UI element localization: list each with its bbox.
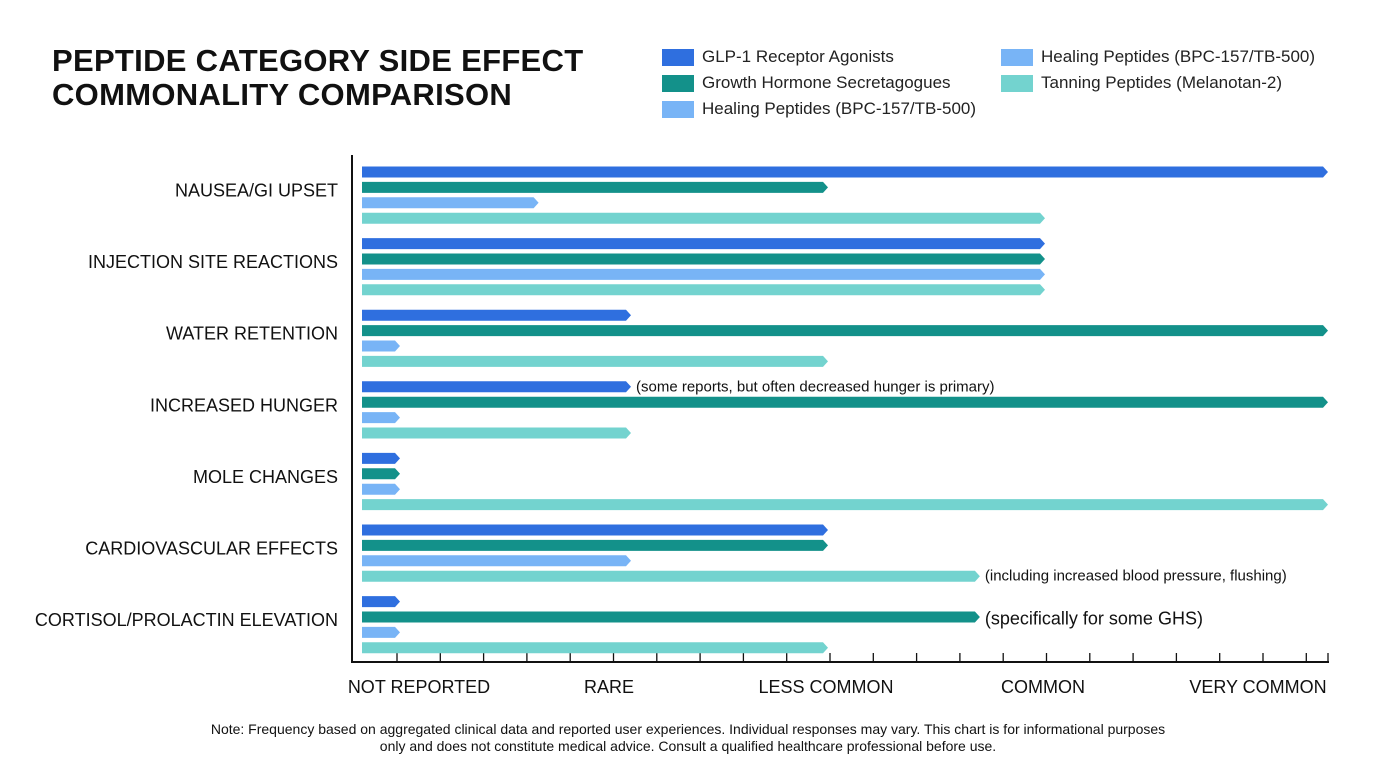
bar	[362, 355, 828, 367]
bar	[362, 284, 1045, 296]
legend-swatch	[1001, 48, 1033, 66]
bar	[362, 197, 539, 209]
bar	[362, 381, 631, 393]
bar	[362, 309, 631, 321]
bar	[362, 452, 400, 464]
bar	[362, 412, 400, 424]
x-tick-label: VERY COMMON	[1189, 677, 1326, 697]
bar	[362, 499, 1328, 511]
bar	[362, 212, 1045, 224]
bar	[362, 340, 400, 352]
chart-title: PEPTIDE CATEGORY SIDE EFFECT COMMONALITY…	[52, 44, 583, 112]
bar-annotation: (some reports, but often decreased hunge…	[636, 378, 995, 395]
legend-item-healing: Healing Peptides (BPC-157/TB-500)	[662, 99, 976, 119]
bar	[362, 483, 400, 495]
legend-swatch	[662, 100, 694, 118]
legend-item-tanning: Tanning Peptides (Melanotan-2)	[1001, 73, 1282, 93]
legend-swatch	[662, 74, 694, 92]
legend-swatch	[1001, 74, 1033, 92]
footnote: Note: Frequency based on aggregated clin…	[0, 721, 1376, 755]
bar	[362, 611, 980, 623]
legend-item-ghs: Growth Hormone Secretagogues	[662, 73, 951, 93]
title-line-2: COMMONALITY COMPARISON	[52, 77, 513, 112]
legend-label: Healing Peptides (BPC-157/TB-500)	[1041, 47, 1316, 66]
x-tick-label: RARE	[584, 677, 634, 697]
bar	[362, 325, 1328, 337]
bar-annotation: (specifically for some GHS)	[985, 609, 1203, 629]
bar	[362, 468, 400, 480]
legend-item-healing-2: Healing Peptides (BPC-157/TB-500)	[1001, 47, 1315, 67]
legend-swatch	[662, 48, 694, 66]
bar	[362, 238, 1045, 250]
bar	[362, 555, 631, 567]
bar	[362, 626, 400, 638]
legend-label: Growth Hormone Secretagogues	[702, 73, 951, 92]
category-label: INJECTION SITE REACTIONS	[88, 252, 338, 272]
legend-label: Healing Peptides (BPC-157/TB-500)	[702, 99, 977, 118]
bar	[362, 570, 980, 582]
category-label: WATER RETENTION	[166, 324, 338, 344]
bar	[362, 524, 828, 536]
legend-label: GLP-1 Receptor Agonists	[702, 47, 894, 66]
category-label: MOLE CHANGES	[193, 467, 338, 487]
category-label: CARDIOVASCULAR EFFECTS	[85, 539, 338, 559]
legend-item-glp1: GLP-1 Receptor Agonists	[662, 47, 894, 67]
bar	[362, 253, 1045, 265]
footnote-line-2: only and does not constitute medical adv…	[379, 738, 997, 754]
bar	[362, 166, 1328, 178]
bar	[362, 596, 400, 608]
x-tick-label: NOT REPORTED	[348, 677, 490, 697]
title-line-1: PEPTIDE CATEGORY SIDE EFFECT	[52, 43, 584, 78]
category-label: INCREASED HUNGER	[150, 395, 338, 415]
legend-label: Tanning Peptides (Melanotan-2)	[1041, 73, 1282, 92]
footnote-line-1: Note: Frequency based on aggregated clin…	[210, 721, 1166, 737]
bar	[362, 642, 828, 654]
x-tick-label: COMMON	[1001, 677, 1085, 697]
bar	[362, 181, 828, 193]
bar	[362, 427, 631, 439]
bar	[362, 539, 828, 551]
bar	[362, 268, 1045, 280]
bar	[362, 396, 1328, 408]
category-label: NAUSEA/GI UPSET	[175, 181, 338, 201]
x-tick-label: LESS COMMON	[758, 677, 893, 697]
bar-annotation: (including increased blood pressure, flu…	[985, 568, 1287, 585]
category-label: CORTISOL/PROLACTIN ELEVATION	[35, 610, 338, 630]
